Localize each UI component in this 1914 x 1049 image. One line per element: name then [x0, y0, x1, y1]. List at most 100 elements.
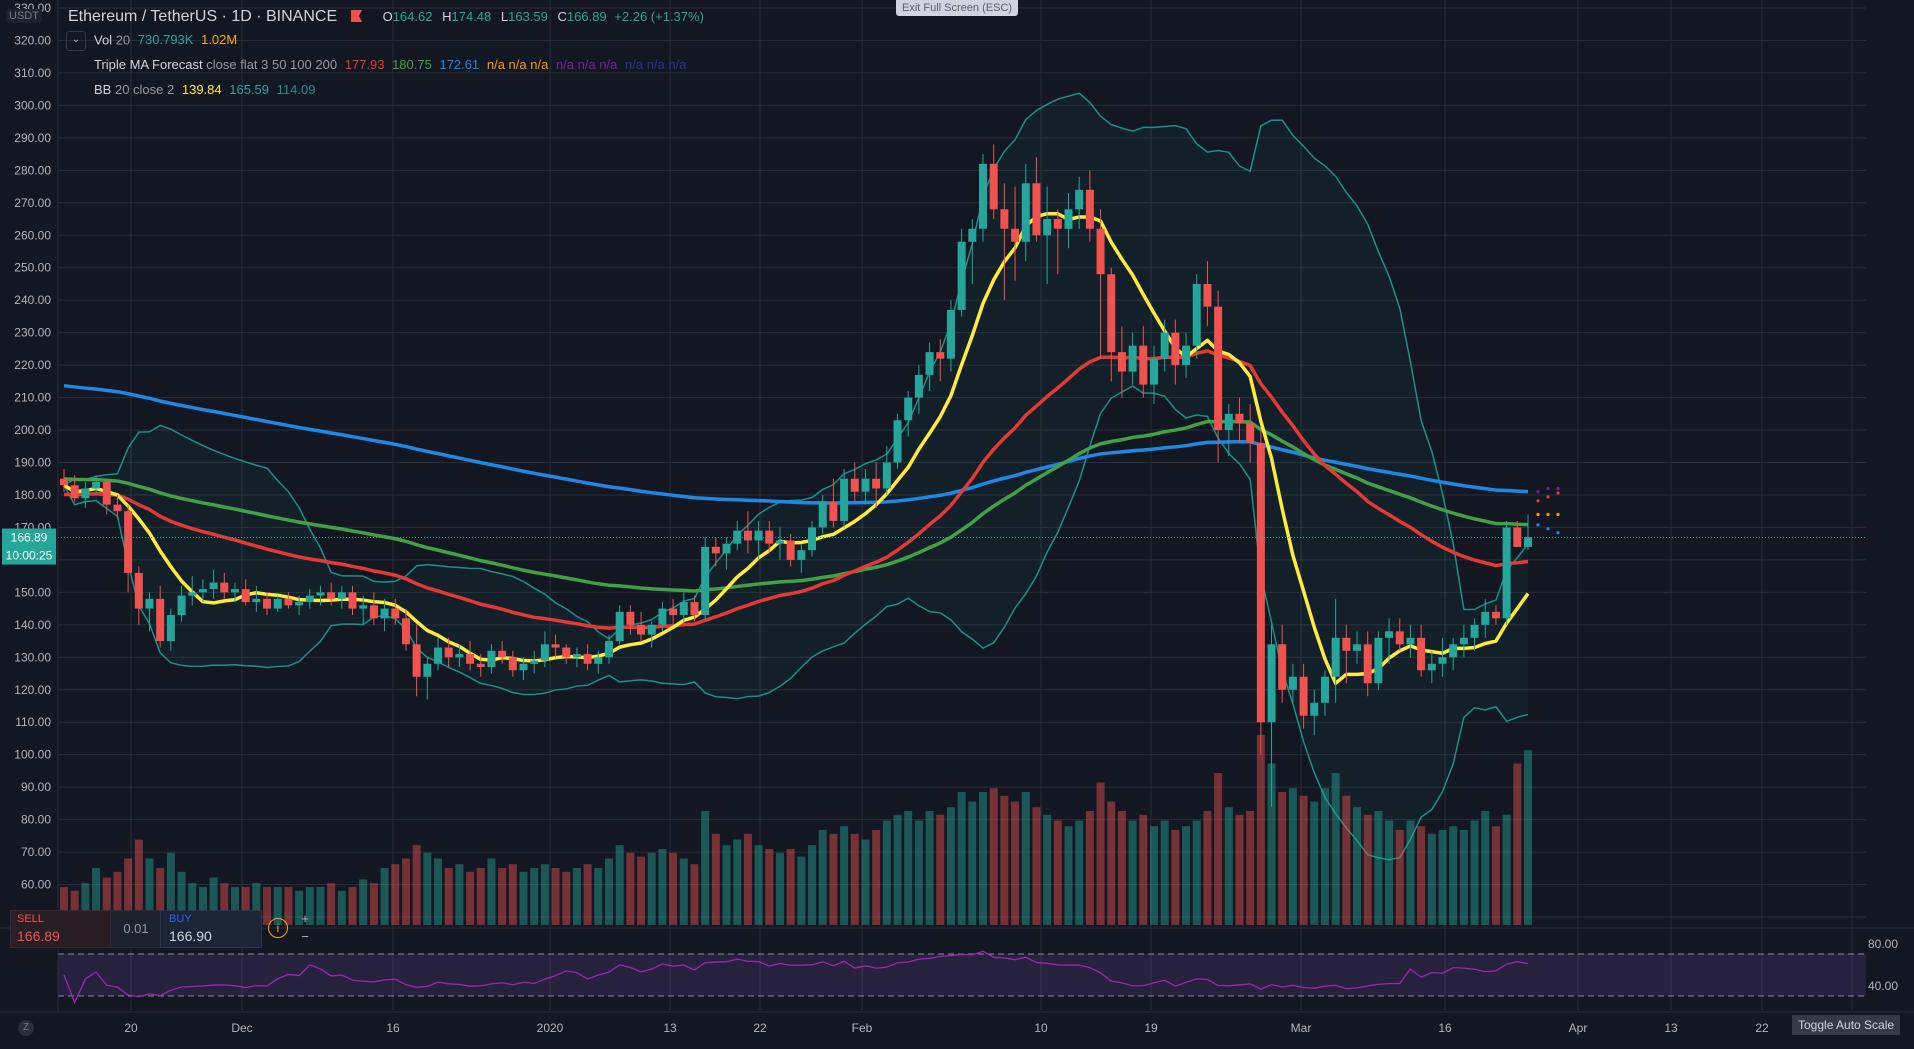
volume-bar — [733, 839, 742, 925]
candle-body — [647, 624, 656, 635]
candle-body — [1235, 413, 1244, 424]
volume-bar — [401, 858, 410, 925]
open-value: 164.62 — [392, 9, 433, 24]
tma-legend[interactable]: Triple MA Forecast close flat 3 50 100 2… — [94, 57, 686, 72]
volume-bar — [316, 887, 325, 925]
candle-body — [359, 605, 368, 609]
candle-body — [466, 654, 475, 664]
price-tick-label: 110.00 — [15, 715, 51, 729]
exit-fullscreen-button[interactable]: Exit Full Screen (ESC) — [896, 0, 1019, 16]
volume-bar — [562, 871, 571, 925]
volume-bar — [1374, 811, 1383, 925]
candle-body — [797, 550, 806, 560]
price-tick-label: 320.00 — [14, 33, 51, 47]
forecast-dot — [1536, 512, 1540, 517]
candle-body — [551, 644, 560, 648]
candle-body — [1385, 631, 1394, 638]
volume-bar — [1310, 801, 1319, 925]
volume-bar — [551, 868, 560, 925]
candle-body — [1524, 537, 1532, 547]
vol-name: Vol — [94, 32, 113, 48]
sell-button[interactable]: SELL 166.89 — [10, 910, 112, 948]
candle-body — [1449, 644, 1458, 658]
bb-legend[interactable]: BB 20 close 2 139.84 165.59 114.09 — [94, 82, 315, 97]
volume-bar — [273, 887, 282, 925]
candle-body — [380, 608, 389, 619]
volume-bar — [1427, 833, 1436, 925]
volume-bar — [327, 883, 336, 925]
candle-body — [156, 598, 165, 642]
time-tick-label: 2020 — [537, 1021, 564, 1035]
symbol-title[interactable]: Ethereum / TetherUS · 1D · BINANCE — [68, 8, 338, 25]
volume-bar — [882, 820, 891, 925]
toggle-auto-scale-button[interactable]: Toggle Auto Scale — [1792, 1015, 1901, 1035]
low-value: 163.59 — [508, 9, 548, 24]
volume-bar — [1011, 801, 1020, 925]
candle-body — [1128, 345, 1137, 372]
time-tick-label: Feb — [852, 1021, 873, 1035]
candle-body — [850, 478, 859, 492]
volume-bar — [1288, 788, 1297, 925]
candle-body — [401, 618, 410, 645]
volume-bar — [444, 868, 453, 925]
price-axis-bg — [0, 0, 58, 1049]
candle-body — [1502, 527, 1511, 619]
candle-body — [1192, 283, 1201, 346]
volume-bar — [284, 887, 293, 925]
volume-bar — [1513, 763, 1522, 925]
candle-body — [1043, 219, 1052, 236]
flag-icon[interactable] — [351, 10, 363, 22]
sell-price: 166.89 — [17, 928, 60, 944]
price-tick-label: 140.00 — [14, 618, 51, 632]
volume-bar — [1449, 826, 1458, 925]
forecast-dot — [1556, 486, 1560, 491]
price-tick-label: 80.00 — [21, 813, 51, 827]
volume-bar — [102, 877, 111, 925]
buy-label: BUY — [169, 913, 192, 925]
candle-body — [434, 647, 443, 664]
forecast-dot — [1556, 512, 1560, 517]
tma-params: close flat 3 50 100 200 — [206, 57, 338, 72]
volume-bar — [166, 852, 175, 925]
vol-legend[interactable]: ⌄ Vol 20 730.793K 1.02M — [66, 31, 237, 51]
candle-body — [658, 608, 667, 625]
volume-bar — [124, 858, 133, 925]
forecast-dot — [1546, 486, 1550, 491]
candle-body — [829, 501, 838, 521]
candle-body — [583, 654, 592, 664]
volume-bar — [295, 890, 304, 925]
candle-body — [530, 660, 539, 664]
candle-body — [946, 309, 955, 359]
candle-body — [701, 546, 710, 616]
forecast-dot — [1546, 527, 1550, 531]
minus-icon[interactable]: − — [301, 929, 309, 944]
open-label: O — [382, 9, 393, 24]
candle-body — [498, 650, 507, 658]
volume-bar — [1406, 820, 1415, 925]
candle-body — [177, 595, 186, 616]
info-icon[interactable]: i — [268, 918, 288, 938]
change-value: +2.26 (+1.37%) — [614, 9, 704, 24]
volume-bar — [647, 852, 656, 925]
buy-button[interactable]: BUY 166.90 — [160, 910, 262, 948]
candle-body — [925, 352, 934, 375]
chevron-down-icon[interactable]: ⌄ — [66, 31, 86, 51]
candle-body — [1053, 219, 1062, 229]
price-tick-label: 280.00 — [14, 163, 51, 177]
plus-icon[interactable]: + — [301, 911, 309, 926]
candle-body — [1000, 209, 1009, 229]
volume-bar — [188, 883, 197, 925]
volume-bar — [808, 845, 817, 925]
candle-body — [1021, 183, 1030, 242]
zoom-button[interactable]: Z — [18, 1020, 34, 1036]
forecast-dot — [1556, 491, 1560, 495]
volume-bar — [145, 858, 154, 925]
volume-bar — [1278, 792, 1287, 925]
candle-body — [722, 543, 731, 554]
bb-name: BB — [94, 82, 112, 97]
price-tick-label: 270.00 — [14, 196, 51, 210]
volume-bar — [1256, 735, 1265, 925]
volume-bar — [1491, 826, 1500, 925]
candle-body — [904, 397, 913, 421]
